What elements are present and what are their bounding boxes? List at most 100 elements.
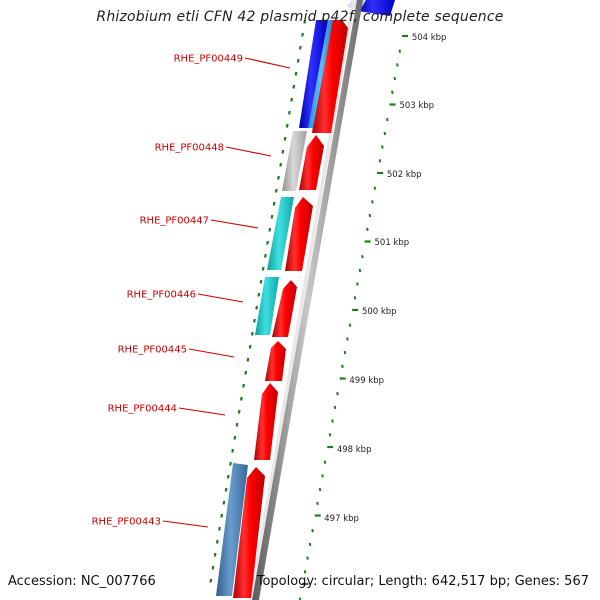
marker-dash [218, 526, 221, 531]
cds-forward-449 [312, 20, 348, 133]
scale-minor-tick [348, 323, 352, 327]
marker-dash [246, 357, 250, 362]
marker-dash [290, 97, 293, 102]
gene-label: RHE_PF00444 [108, 404, 177, 415]
marker-dash [257, 292, 261, 297]
scale-minor-tick [358, 268, 362, 273]
scale-minor-tick [366, 227, 369, 231]
marker-dash [268, 227, 272, 232]
marker-dash [288, 110, 291, 115]
scale-minor-tick [308, 542, 312, 547]
scale-minor-tick [311, 529, 314, 533]
scale-minor-tick [328, 433, 332, 437]
marker-dash [294, 71, 298, 76]
cds-forward-443 [233, 467, 265, 598]
scale-minor-tick [398, 49, 402, 53]
marker-dash [277, 175, 280, 180]
marker-dash [283, 136, 287, 141]
cog-block-448-grey [282, 131, 307, 191]
scale-minor-tick [361, 255, 364, 259]
scale-minor-tick [371, 200, 374, 204]
marker-dash [298, 45, 302, 50]
gene-leader-line [244, 57, 291, 69]
marker-dash [296, 58, 300, 63]
gene-leader-line [188, 348, 235, 358]
marker-dash [264, 253, 267, 258]
marker-dash [261, 266, 265, 271]
map-title: Rhizobium etli CFN 42 plasmid p42f, comp… [96, 9, 504, 25]
cog-block-449-lightblue [308, 20, 333, 128]
marker-dash [253, 318, 256, 323]
cds-forward-447 [285, 197, 313, 271]
gene-label: RHE_PF00448 [155, 143, 224, 154]
marker-dash [211, 565, 215, 570]
cog-block-447-cyan [267, 197, 294, 270]
gene-label: RHE_PF00443 [92, 517, 161, 528]
inner-dash-track [209, 19, 307, 583]
scale-minor-tick [298, 597, 302, 600]
marker-dash [233, 435, 237, 440]
marker-dash [285, 123, 289, 128]
scale-minor-tick [381, 145, 384, 149]
gene-leader-line [210, 219, 259, 229]
scale-minor-tick [318, 487, 322, 492]
scale-minor-tick [356, 282, 359, 286]
marker-dash [239, 396, 243, 401]
marker-dash [222, 500, 226, 505]
cog-block-449-blue [299, 20, 328, 128]
scale-track: 504 kbp 503 kbp 502 kbp 501 kbp 500 kbp 499 k… [298, 33, 447, 600]
marker-dash [255, 305, 259, 310]
gene-leader-line [178, 407, 226, 416]
scale-label: 504 kbp [412, 33, 447, 43]
scale-minor-tick [386, 118, 389, 122]
scale-label: 501 kbp [375, 238, 410, 248]
scale-label: 498 kbp [337, 445, 372, 455]
marker-dash [235, 422, 239, 427]
gene-label-track: RHE_PF00449 RHE_PF00448 RHE_PF00447 RHE_PF0… [92, 54, 291, 528]
scale-minor-tick [331, 419, 334, 423]
cds-forward-446 [272, 280, 297, 337]
scale-minor-tick [396, 63, 399, 67]
gene-label: RHE_PF00445 [118, 345, 187, 356]
gene-label: RHE_PF00446 [127, 290, 196, 301]
scale-minor-tick [368, 213, 372, 218]
marker-dash [292, 84, 296, 89]
marker-dash [231, 448, 235, 453]
marker-dash [229, 461, 232, 466]
marker-dash [237, 409, 241, 414]
marker-dash [281, 149, 285, 154]
scale-minor-tick [346, 337, 349, 341]
marker-dash [250, 331, 254, 336]
scale-minor-tick [303, 570, 307, 574]
marker-dash [226, 474, 230, 479]
marker-dash [244, 370, 248, 375]
marker-dash [301, 32, 304, 37]
scale-label: 503 kbp [399, 101, 434, 111]
marker-dash [213, 552, 217, 557]
marker-dash [215, 539, 219, 544]
scale-label: 497 kbp [324, 514, 359, 524]
scale-minor-tick [353, 296, 357, 300]
scale-minor-tick [393, 76, 397, 81]
scale-minor-tick [341, 364, 344, 368]
cds-forward-445 [265, 341, 286, 381]
cds-forward-444 [254, 383, 278, 460]
marker-dash [242, 383, 245, 388]
gene-leader-line [162, 520, 209, 528]
accession-text: Accession: NC_007766 [8, 574, 156, 589]
scale-minor-tick [391, 90, 394, 94]
cog-track [216, 20, 333, 596]
backbone-ring [252, 0, 363, 600]
scale-minor-tick [373, 186, 377, 190]
marker-dash [224, 487, 228, 492]
cds-forward-448 [299, 135, 324, 190]
scale-minor-tick [378, 159, 382, 163]
marker-dash [270, 214, 274, 219]
scale-minor-tick [321, 474, 324, 478]
scale-minor-tick [333, 405, 337, 410]
scale-minor-tick [343, 350, 347, 355]
scale-label: 500 kbp [362, 307, 397, 317]
cog-block-443-steel [216, 463, 248, 596]
marker-dash [303, 19, 307, 24]
